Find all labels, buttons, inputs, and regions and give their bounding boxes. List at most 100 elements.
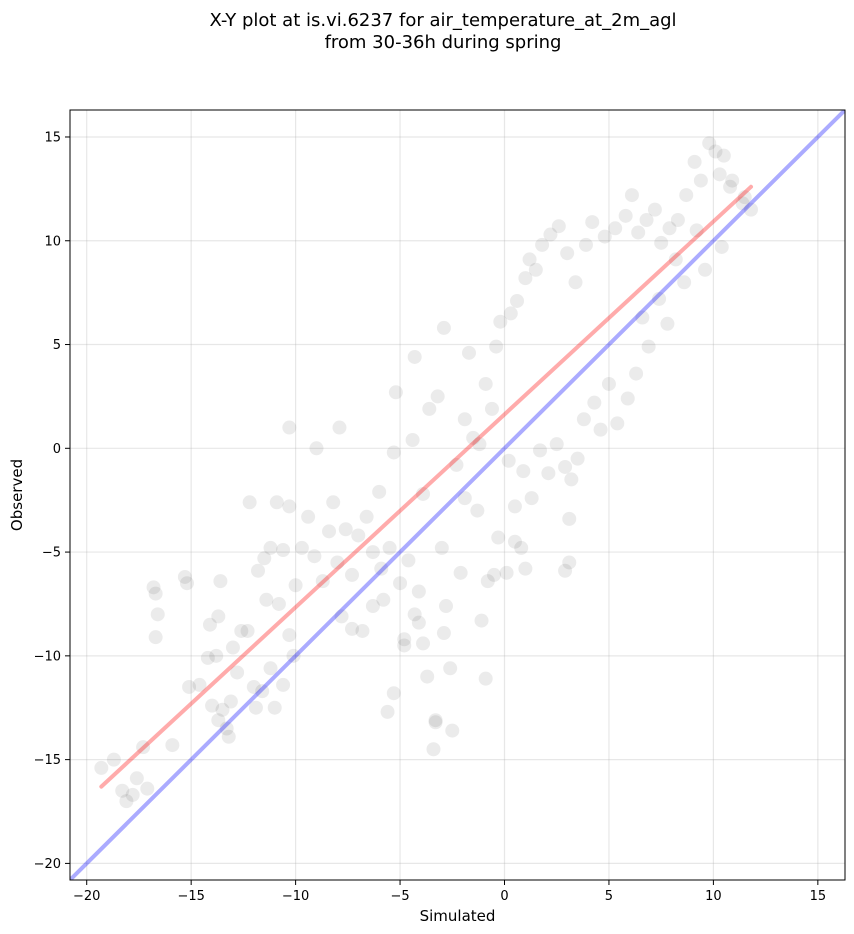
data-point xyxy=(528,262,543,277)
data-point xyxy=(407,349,422,364)
data-point xyxy=(466,430,481,445)
data-point xyxy=(267,700,282,715)
data-point xyxy=(493,314,508,329)
data-point xyxy=(668,252,683,267)
data-point xyxy=(397,632,412,647)
y-tick-label: −15 xyxy=(34,753,61,768)
data-point xyxy=(322,524,337,539)
data-point xyxy=(248,700,263,715)
x-tick-label: −5 xyxy=(390,889,409,904)
data-point xyxy=(282,628,297,643)
x-tick-label: 0 xyxy=(500,889,508,904)
y-tick-label: 15 xyxy=(44,130,61,145)
data-point xyxy=(355,623,370,638)
data-point xyxy=(708,144,723,159)
data-point xyxy=(223,694,238,709)
data-point xyxy=(345,621,360,636)
data-point xyxy=(286,648,301,663)
data-point xyxy=(338,522,353,537)
data-point xyxy=(474,613,489,628)
y-tick-label: −10 xyxy=(34,649,61,664)
data-point xyxy=(560,246,575,261)
data-point xyxy=(484,401,499,416)
data-point xyxy=(522,252,537,267)
data-point xyxy=(257,551,272,566)
data-point xyxy=(670,213,685,227)
data-point xyxy=(209,648,224,663)
data-point xyxy=(393,576,408,591)
data-point xyxy=(225,640,240,655)
data-point xyxy=(524,491,539,506)
data-point xyxy=(129,771,144,786)
data-point xyxy=(533,443,548,458)
data-point xyxy=(397,638,412,653)
data-point xyxy=(472,437,487,452)
y-axis-label: Observed xyxy=(8,459,26,531)
data-point xyxy=(576,412,591,427)
data-point xyxy=(449,457,464,472)
data-point xyxy=(148,630,163,645)
trend-lines xyxy=(70,110,845,880)
data-point xyxy=(200,650,215,665)
data-point xyxy=(242,495,257,510)
x-tick-label: −20 xyxy=(73,889,100,904)
data-point xyxy=(585,215,600,230)
data-point xyxy=(735,196,750,211)
chart-title-line-2: from 30-36h during spring xyxy=(324,32,562,53)
data-point xyxy=(436,320,451,335)
data-point xyxy=(631,225,646,240)
data-point xyxy=(359,509,374,524)
data-point xyxy=(330,555,345,570)
data-point xyxy=(192,677,207,692)
data-point xyxy=(702,136,717,151)
data-point xyxy=(679,188,694,203)
data-point xyxy=(215,702,230,717)
data-point xyxy=(541,466,556,481)
data-point xyxy=(230,665,245,680)
data-point xyxy=(639,213,654,227)
y-tick-label: −5 xyxy=(42,546,61,561)
data-point xyxy=(436,626,451,641)
data-point xyxy=(507,534,522,549)
scatter-points xyxy=(94,136,758,809)
data-point xyxy=(326,495,341,510)
data-point xyxy=(213,574,228,589)
data-point xyxy=(514,540,529,555)
data-point xyxy=(309,441,324,456)
data-point xyxy=(234,623,249,638)
data-point xyxy=(578,237,593,252)
data-point xyxy=(148,586,163,601)
data-point xyxy=(276,677,291,692)
data-point xyxy=(507,499,522,514)
data-point xyxy=(439,599,454,614)
data-point xyxy=(411,615,426,630)
data-point xyxy=(489,339,504,354)
data-point xyxy=(478,376,493,391)
data-point xyxy=(416,636,431,651)
data-point xyxy=(654,235,669,250)
data-point xyxy=(388,385,403,400)
data-point xyxy=(374,561,389,576)
data-point xyxy=(543,227,558,242)
data-point xyxy=(743,202,758,217)
data-point xyxy=(714,239,729,254)
data-point xyxy=(365,599,380,614)
data-point xyxy=(562,511,577,526)
x-tick-label: −10 xyxy=(282,889,309,904)
data-point xyxy=(723,179,738,194)
data-point xyxy=(689,223,704,238)
data-point xyxy=(660,316,675,331)
data-point xyxy=(445,723,460,738)
data-point xyxy=(416,486,431,501)
data-point xyxy=(269,495,284,510)
data-point xyxy=(259,592,274,607)
data-point xyxy=(601,376,616,391)
y-tick-label: 10 xyxy=(44,234,61,249)
data-point xyxy=(202,617,217,632)
data-point xyxy=(618,208,633,223)
data-point xyxy=(294,540,309,555)
data-point xyxy=(150,607,165,622)
data-point xyxy=(635,310,650,325)
data-point xyxy=(271,596,286,611)
